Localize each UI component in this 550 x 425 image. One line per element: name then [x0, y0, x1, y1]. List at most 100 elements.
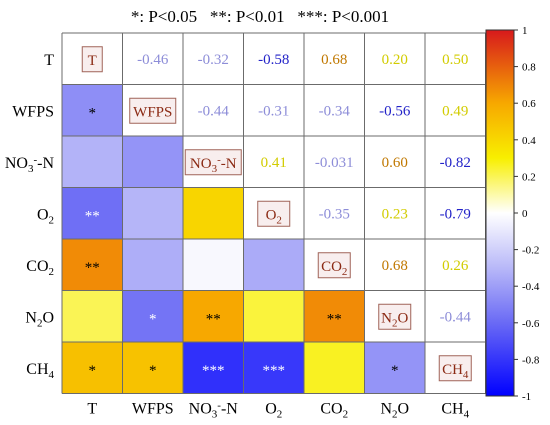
heatmap-cell — [425, 136, 486, 188]
heatmap-cell — [62, 239, 123, 291]
heatmap-cell — [425, 290, 486, 342]
correlation-value: -0.31 — [258, 103, 289, 119]
correlation-value: 0.26 — [442, 258, 469, 274]
colorbar: 1 0.8 0.6 0.4 0.2 0 -0.2 -0.4 -0.6 -0.8 -1 — [485, 25, 540, 403]
x-axis-label: NO3--N — [189, 400, 239, 421]
colorbar-tick-label: 0.8 — [522, 62, 536, 74]
heatmap-cell — [62, 136, 123, 188]
x-axis-label: CO2 — [320, 401, 348, 421]
x-axis-label: CH4 — [441, 401, 469, 421]
correlation-value: -0.82 — [440, 155, 471, 171]
correlation-value: 0.41 — [261, 155, 287, 171]
diagonal-label-box — [317, 252, 351, 279]
heatmap-cell — [243, 136, 304, 188]
x-axis-label: WFPS — [132, 401, 174, 418]
diagonal-label-box — [438, 355, 472, 382]
diagonal-variable-label: WFPS — [133, 104, 172, 120]
heatmap-cell — [122, 342, 183, 394]
heatmap-cell — [122, 33, 183, 85]
significance-mark: ** — [327, 311, 342, 327]
significance-mark: ** — [206, 311, 221, 327]
diagonal-variable-label: CH4 — [442, 362, 469, 381]
correlation-value: -0.34 — [319, 103, 351, 119]
heatmap-cell — [122, 239, 183, 291]
heatmap-cell — [304, 187, 365, 239]
colorbar-tick-label: 1 — [522, 25, 528, 37]
heatmap-cell — [122, 290, 183, 342]
colorbar-tick-label: -0.4 — [522, 281, 540, 293]
significance-legend: *: P<0.05 **: P<0.01 ***: P<0.001 — [131, 7, 389, 26]
heatmap-cell — [243, 33, 304, 85]
diagonal-variable-label: O2 — [266, 207, 282, 226]
heatmap-cell — [364, 187, 425, 239]
heatmap-cell — [62, 290, 123, 342]
heatmap-cells — [62, 33, 486, 394]
significance-mark: *** — [263, 363, 286, 379]
diagonal-label-box — [184, 149, 242, 176]
significance-mark: ** — [85, 260, 100, 276]
heatmap-cell — [304, 84, 365, 136]
correlation-value: 0.20 — [382, 52, 408, 68]
correlation-value: -0.58 — [258, 52, 289, 68]
correlation-value: -0.46 — [137, 52, 169, 68]
correlation-value: -0.35 — [319, 206, 350, 222]
heatmap-cell — [122, 136, 183, 188]
heatmap-cell — [304, 33, 365, 85]
colorbar-tick-label: -1 — [522, 391, 531, 403]
x-axis-label: T — [87, 401, 97, 418]
colorbar-tick-label: 0 — [522, 208, 528, 220]
diagonal-label-box — [81, 46, 103, 73]
heatmap-cell — [243, 84, 304, 136]
heatmap-cell — [62, 342, 123, 394]
colorbar-tick-label: 0.4 — [522, 135, 536, 147]
correlation-value: -0.44 — [198, 103, 230, 119]
diagonal-label-box — [129, 97, 177, 124]
correlation-value: -0.56 — [379, 103, 411, 119]
colorbar-tick-label: 0.2 — [522, 171, 536, 183]
heatmap-cell — [122, 187, 183, 239]
heatmap-cell — [364, 136, 425, 188]
y-axis-label: N2O — [25, 309, 54, 329]
heatmap-cell — [62, 84, 123, 136]
colorbar-tick-label: 0.6 — [522, 98, 536, 110]
heatmap-cell — [425, 187, 486, 239]
heatmap-cell — [364, 239, 425, 291]
heatmap-axis-labels: T T WFPS WFPS NO3--N NO3--N O2 O2 CO2 CO2 N2O N2O CH… — [5, 52, 470, 421]
heatmap-cell-labels: T -0.46 -0.32 -0.58 0.68 0.20 0.50 * WFPS -0.44 -0… — [85, 52, 472, 381]
y-axis-label: O2 — [37, 206, 54, 226]
correlation-value: -0.44 — [440, 309, 472, 325]
y-axis-label: CH4 — [26, 361, 54, 381]
correlation-value: 0.50 — [442, 52, 468, 68]
colorbar-tick-label: -0.2 — [522, 245, 539, 257]
heatmap-cell — [183, 187, 244, 239]
heatmap-cell — [243, 342, 304, 394]
colorbar-gradient — [485, 29, 515, 397]
heatmap-cell — [183, 290, 244, 342]
colorbar-tick-label: -0.8 — [522, 354, 540, 366]
heatmap-cell — [243, 239, 304, 291]
heatmap-cell — [304, 290, 365, 342]
x-axis-label: N2O — [380, 401, 409, 421]
correlation-value: -0.32 — [198, 52, 229, 68]
x-axis-label: O2 — [265, 401, 282, 421]
y-axis-label: NO3--N — [5, 154, 55, 175]
correlation-value: 0.68 — [321, 52, 347, 68]
y-axis-label: WFPS — [12, 103, 54, 120]
significance-mark: *** — [202, 363, 225, 379]
diagonal-variable-label: NO3--N — [190, 154, 237, 175]
correlation-value: 0.68 — [382, 258, 408, 274]
significance-mark: ** — [85, 208, 100, 224]
heatmap-cell — [62, 187, 123, 239]
heatmap-cell — [304, 342, 365, 394]
significance-mark: * — [149, 363, 157, 379]
heatmap-cell — [425, 84, 486, 136]
colorbar-tick-label: -0.6 — [522, 318, 540, 330]
diagonal-variable-label: T — [88, 53, 97, 69]
diagonal-variable-label: CO2 — [321, 259, 347, 278]
significance-mark: * — [391, 363, 399, 379]
correlation-value: 0.60 — [382, 155, 408, 171]
diagonal-label-box — [257, 200, 291, 227]
heatmap-cell — [183, 239, 244, 291]
correlation-value: -0.031 — [315, 155, 354, 171]
